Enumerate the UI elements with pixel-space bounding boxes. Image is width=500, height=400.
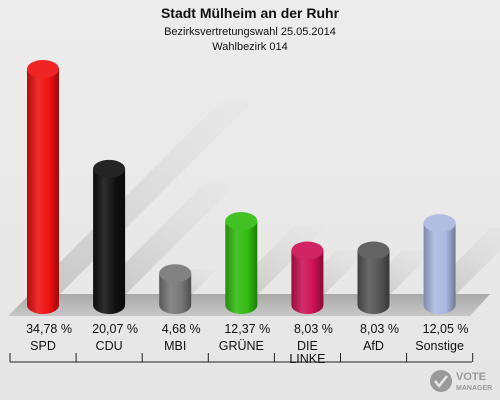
bar-body [93,168,126,314]
bar-top [225,212,258,231]
bar-body [225,221,258,314]
category-label: Sonstige [415,339,464,353]
bar-sonstige [423,214,456,314]
bar-top [357,241,390,260]
logo-text-vote: VOTE [456,371,486,383]
bar-body [27,69,59,314]
value-label: 12,05 % [423,322,469,336]
value-label: 8,03 % [360,322,399,336]
bar-die-linke [291,241,324,314]
bar-body [291,250,324,314]
bars-group [27,60,456,314]
value-labels-group: 34,78 % 20,07 % 4,68 % 12,37 % 8,03 % 8,03 % 1… [26,322,468,336]
logo-check-icon [430,370,452,392]
bar-top [93,159,126,178]
bar-body [159,273,192,314]
bar-top [159,264,192,283]
bar-spd [27,60,59,314]
bar-shadow [93,183,237,295]
bar-afd [357,241,390,314]
category-label: AfD [363,339,384,353]
bar-body [357,250,390,314]
bar-top [291,241,324,260]
chart-subtitle-district: Wahlbezirk 014 [212,41,287,53]
value-label: 12,37 % [224,322,270,336]
category-separators [9,353,474,363]
value-label: 4,68 % [162,322,201,336]
bar-mbi [159,264,192,314]
value-label: 8,03 % [294,322,333,336]
bar-top [423,214,456,233]
category-label: GRÜNE [219,339,264,353]
category-label: MBI [164,339,186,353]
chart-subtitle: Bezirksvertretungswahl 25.05.2014 [164,26,336,38]
bar-cdu [93,159,126,314]
bar-shadow [27,101,253,295]
bar-grüne [225,212,258,314]
logo-text-manager: MANAGER [456,385,492,392]
category-label: SPD [30,339,56,353]
bar-body [423,223,456,314]
category-label: CDU [96,339,123,353]
value-label: 34,78 % [26,322,72,336]
value-label: 20,07 % [92,322,138,336]
vote-manager-logo: VOTE MANAGER [430,370,492,392]
bar-top [27,60,59,78]
chart-title: Stadt Mülheim an der Ruhr [161,5,340,21]
